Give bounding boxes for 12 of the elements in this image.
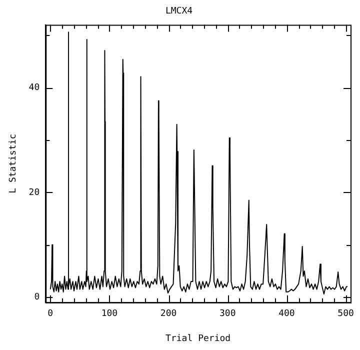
x-tick-label: 200 [160, 309, 177, 320]
x-axis-title: Trial Period [166, 334, 231, 344]
x-tick-label: 400 [278, 309, 295, 320]
chart-title: LMCX4 [165, 6, 193, 17]
y-tick-label: 20 [28, 188, 40, 198]
x-tick-label: 300 [219, 309, 236, 320]
y-tick-label: 0 [34, 292, 40, 303]
x-tick-label: 0 [48, 309, 54, 320]
x-tick-label: 500 [338, 309, 354, 320]
x-tick-label: 100 [101, 309, 118, 320]
y-axis-title: L Statistic [8, 134, 19, 194]
y-tick-label: 40 [28, 82, 40, 93]
